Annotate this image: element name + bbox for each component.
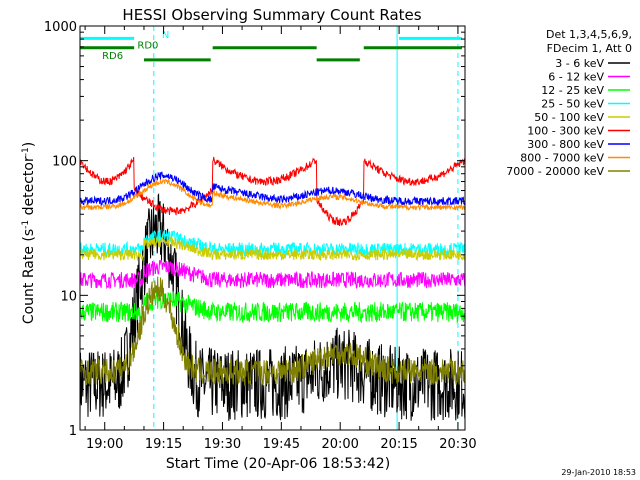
legend-header: FDecim 1, Att 0	[547, 42, 632, 55]
y-tick-label: 100	[52, 155, 77, 170]
x-axis-label: Start Time (20-Apr-06 18:53:42)	[166, 456, 390, 472]
legend: Det 1,3,4,5,6,9,FDecim 1, Att 0 3 - 6 keV…	[506, 28, 632, 178]
legend-header: Det 1,3,4,5,6,9,	[546, 28, 632, 41]
series-line	[79, 276, 466, 386]
legend-entry-label: 300 - 800 keV	[527, 138, 604, 151]
legend-entry-label: 25 - 50 keV	[541, 98, 604, 111]
flag-label: N	[162, 30, 169, 41]
timestamp: 29-Jan-2010 18:53	[561, 468, 636, 477]
plot-frame	[79, 25, 466, 431]
x-tick-label: 20:30	[439, 437, 476, 452]
legend-entry-label: 6 - 12 keV	[548, 71, 604, 84]
series-line	[79, 290, 466, 324]
axes: 1 10 100 1000 19:00 19:15 19:30 19:45 20:00 20:15…	[44, 20, 477, 452]
y-axis-label-end: )	[21, 142, 37, 147]
legend-entry-label: 7000 - 20000 keV	[506, 165, 604, 178]
x-tick-label: 19:30	[204, 437, 241, 452]
y-axis-label-part: Count Rate (s	[21, 229, 37, 324]
legend-entry-label: 50 - 100 keV	[534, 111, 604, 124]
legend-entry-label: 3 - 6 keV	[555, 57, 604, 70]
x-tick-label: 19:00	[86, 437, 123, 452]
flag-label: RD0	[137, 40, 158, 51]
x-tick-label: 20:15	[380, 437, 417, 452]
y-axis-sup-1: -1	[21, 220, 31, 229]
series-line	[79, 171, 466, 207]
x-tick-label: 20:00	[321, 437, 358, 452]
y-tick-label: 1	[69, 424, 77, 439]
series-line	[79, 229, 466, 258]
y-tick-label: 1000	[44, 20, 77, 35]
legend-entry-label: 100 - 300 keV	[527, 125, 604, 138]
series-line	[79, 235, 466, 262]
x-tick-label: 19:15	[145, 437, 182, 452]
series-line	[79, 178, 466, 211]
plot-area: N RD0 RD6	[79, 26, 466, 430]
y-axis-label: Count Rate (s-1 detector-1)	[21, 142, 37, 324]
flag-label: RD6	[102, 51, 123, 62]
legend-entry-label: 800 - 7000 keV	[520, 152, 604, 165]
chart-title: HESSI Observing Summary Count Rates	[122, 6, 421, 24]
legend-entry-label: 12 - 25 keV	[541, 84, 604, 97]
y-axis-sup-2: -1	[21, 147, 31, 156]
series-line	[79, 259, 466, 290]
x-tick-label: 19:45	[263, 437, 300, 452]
y-tick-label: 10	[60, 289, 77, 304]
series-line	[80, 156, 466, 227]
y-axis-label-mid: detector	[21, 156, 37, 220]
